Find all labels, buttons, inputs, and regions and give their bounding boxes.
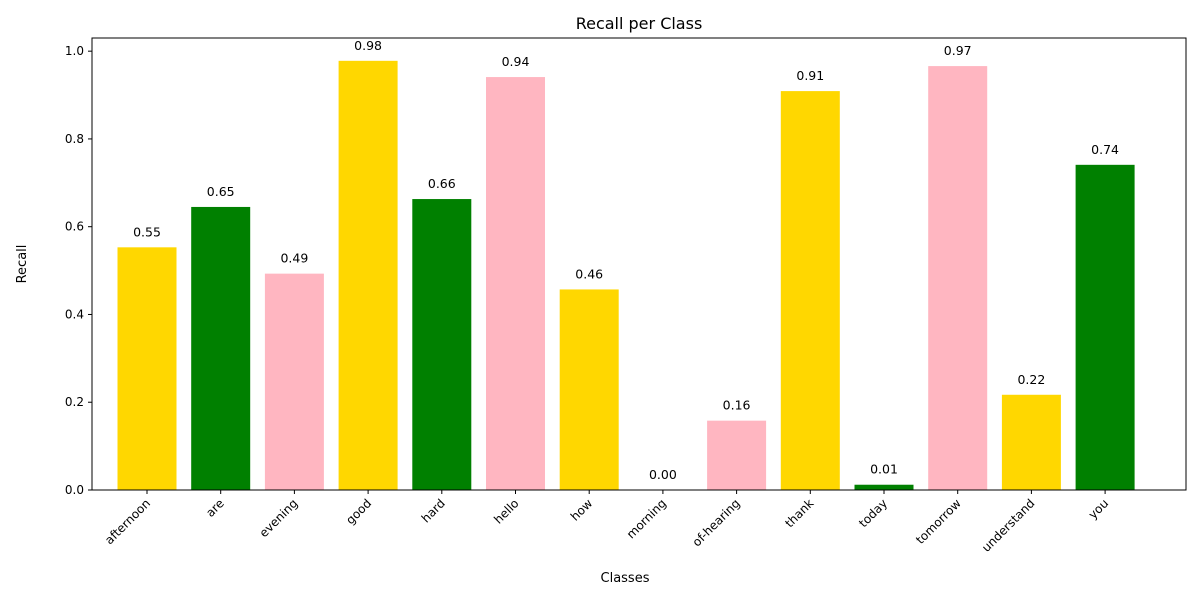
x-tick-label-evening: evening xyxy=(257,496,301,540)
data-label-morning: 0.00 xyxy=(649,467,677,482)
bar-evening xyxy=(264,273,324,490)
data-label-hard: 0.66 xyxy=(428,176,456,191)
x-tick-label-are: are xyxy=(203,496,227,520)
x-tick-label-of-hearing: of-hearing xyxy=(690,496,743,549)
bar-tomorrow xyxy=(928,66,988,490)
data-label-hello: 0.94 xyxy=(502,54,530,69)
data-label-tomorrow: 0.97 xyxy=(944,43,972,58)
y-axis: 0.0 0.2 0.4 0.6 0.8 1.0 xyxy=(65,44,92,497)
bar-today xyxy=(854,484,914,490)
bars-layer xyxy=(117,60,1135,491)
bar-are xyxy=(191,206,251,490)
bar-you xyxy=(1075,164,1135,490)
x-tick-label-hard: hard xyxy=(419,496,448,525)
x-tick-label-you: you xyxy=(1086,496,1112,522)
bar-afternoon xyxy=(117,247,177,490)
data-label-understand: 0.22 xyxy=(1017,372,1045,387)
data-label-good: 0.98 xyxy=(354,38,382,53)
bar-understand xyxy=(1001,394,1061,490)
x-tick-label-afternoon: afternoon xyxy=(102,496,153,547)
y-axis-title: Recall xyxy=(15,245,30,284)
x-tick-label-how: how xyxy=(568,496,596,524)
x-tick-label-today: today xyxy=(856,496,890,530)
x-tick-label-tomorrow: tomorrow xyxy=(913,496,964,547)
y-tick-label: 0.0 xyxy=(65,483,84,497)
data-label-thank: 0.91 xyxy=(796,68,824,83)
data-label-of-hearing: 0.16 xyxy=(723,398,751,413)
data-label-how: 0.46 xyxy=(575,266,603,281)
x-tick-label-thank: thank xyxy=(782,496,816,530)
data-label-are: 0.65 xyxy=(207,184,235,199)
bar-good xyxy=(338,60,398,490)
bar-how xyxy=(559,289,619,490)
x-tick-label-morning: morning xyxy=(624,496,669,541)
chart-title: Recall per Class xyxy=(576,14,703,33)
data-label-you: 0.74 xyxy=(1091,142,1119,157)
bar-of-hearing xyxy=(707,420,767,490)
y-tick-label: 1.0 xyxy=(65,44,84,58)
bar-hello xyxy=(486,77,545,490)
x-tick-label-good: good xyxy=(343,496,374,527)
plot-frame xyxy=(91,37,1187,491)
data-labels-layer: 0.55 0.65 0.49 0.98 0.66 0.94 0.46 0.00 0.16 0.91… xyxy=(133,38,1119,482)
y-tick-label: 0.4 xyxy=(65,307,84,321)
x-axis: afternoon are evening good hard hello how morni… xyxy=(102,490,1111,555)
bar-hard xyxy=(412,199,472,491)
y-tick-label: 0.8 xyxy=(65,132,84,146)
y-tick-label: 0.6 xyxy=(65,220,84,234)
bar-thank xyxy=(780,91,840,490)
data-label-today: 0.01 xyxy=(870,462,898,477)
y-tick-label: 0.2 xyxy=(65,395,84,409)
data-label-afternoon: 0.55 xyxy=(133,224,161,239)
x-tick-label-understand: understand xyxy=(979,496,1037,554)
x-tick-label-hello: hello xyxy=(491,496,521,526)
data-label-evening: 0.49 xyxy=(280,251,308,266)
x-axis-title: Classes xyxy=(601,571,650,586)
